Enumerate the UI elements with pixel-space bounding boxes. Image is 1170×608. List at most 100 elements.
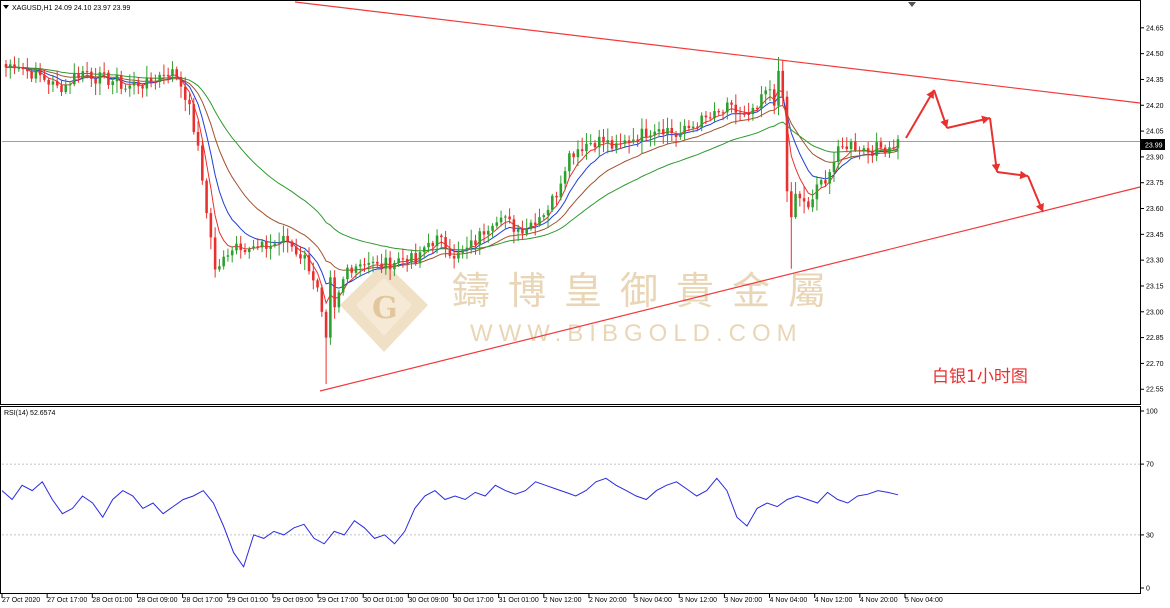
candle-body [717,111,721,113]
forecast-arrowhead [926,90,934,99]
candle-body [162,74,166,76]
rsi-tick-label: 100 [1146,409,1158,416]
time-tick-label: 30 Oct 17:00 [454,597,494,604]
candle-body [602,136,605,143]
candle-body [350,267,353,273]
candle-body [384,257,388,269]
candle-body [726,102,729,113]
time-tick-label: 2 Nov 20:00 [589,597,627,604]
candle-body [559,183,563,198]
candle-body [896,139,900,148]
watermark: G 鑄博皇御貴金屬 WWW.BIBGOLD.COM [340,262,826,352]
candle-body [623,140,627,144]
candle-body [538,217,541,225]
candle-body [94,78,97,84]
candle-body [832,161,836,173]
candle-body [713,111,716,119]
candle-body [8,64,12,68]
candle-body [256,246,260,248]
time-tick-label: 3 Nov 20:00 [724,597,762,604]
lower-trendline [319,186,1141,392]
candle-body [358,264,362,267]
candle-body [700,115,703,128]
candle-body [81,71,85,79]
candle-body [363,264,366,266]
candle-body [98,72,102,84]
candle-body [457,252,460,259]
price-tick-label: 22.70 [1146,361,1164,368]
candle-body [230,250,234,256]
candle-body [4,64,8,68]
candle-body [875,142,878,156]
watermark-logo-letter: G [372,291,398,326]
price-tick-label: 23.90 [1146,154,1164,161]
candle-body [521,228,524,234]
chart-annotation: 白银1小时图 [932,367,1028,387]
candle-body [85,71,89,73]
candle-body [862,148,866,152]
candle-body [119,75,123,89]
candle-body [858,150,861,152]
candle-body [290,241,294,247]
time-tick-label: 4 Nov 20:00 [860,597,898,604]
candle-body [781,70,785,97]
candle-body [239,243,243,251]
candle-body [798,193,802,199]
candle-body [755,107,759,109]
forecast-arrow-segment [989,117,998,173]
candle-body [218,266,221,270]
candle-body [551,195,554,210]
candle-body [90,71,93,79]
candle-body [196,131,200,146]
candle-body [563,171,567,184]
candle-body [883,147,887,154]
candle-body [265,241,268,249]
candle-body [802,198,806,202]
candle-body [670,128,674,134]
price-tick-label: 23.15 [1146,283,1164,290]
candle-body [580,149,584,152]
candle-body [845,146,849,150]
candle-body [751,107,755,115]
candle-body [644,128,648,138]
candle-body [461,250,464,253]
watermark-logo-icon: G [340,262,428,352]
trendlines [294,1,1141,392]
candle-body [431,242,435,247]
candle-body [871,152,874,156]
symbol-header: XAGUSD,H1 24.09 24.10 23.97 23.99 [12,5,130,12]
candle-body [107,72,110,86]
scroll-marker-icon[interactable] [908,2,916,7]
candle-body [312,271,315,281]
time-tick-label: 29 Oct 17:00 [318,597,358,604]
time-tick-label: 30 Oct 09:00 [408,597,448,604]
candle-body [329,277,332,338]
chart-header: XAGUSD,H1 24.09 24.10 23.97 23.99 [3,2,916,12]
candle-body [653,131,657,136]
candle-body [734,104,738,113]
candle-body [704,115,708,118]
candle-body [747,113,750,115]
price-tick-label: 23.45 [1146,232,1164,239]
forecast-arrowhead [1035,203,1044,212]
time-tick-label: 28 Oct 01:00 [92,597,132,604]
dropdown-triangle-icon[interactable] [3,5,9,9]
candle-body [128,85,132,89]
candle-body [572,153,575,158]
price-tick-label: 24.50 [1146,51,1164,58]
candle-body [226,255,230,257]
candle-body [768,89,772,91]
candle-body [166,74,170,77]
candle-body [299,254,302,259]
candle-body [555,195,558,198]
candle-body [632,139,635,143]
time-tick-label: 27 Oct 17:00 [47,597,87,604]
candle-body [179,77,183,87]
candle-body [286,235,289,242]
candle-body [465,247,469,251]
candle-body [435,235,439,247]
candle-body [469,240,473,248]
candle-body [175,69,178,78]
candle-body [508,216,511,220]
candle-body [576,149,580,158]
